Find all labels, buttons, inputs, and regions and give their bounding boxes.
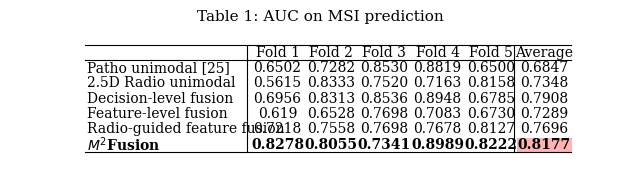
Text: 0.7163: 0.7163 [413,76,462,90]
Text: 0.8222: 0.8222 [465,138,518,152]
Text: 0.7520: 0.7520 [360,76,408,90]
Text: 0.8055: 0.8055 [305,138,358,152]
Text: 0.8536: 0.8536 [360,92,408,106]
Text: 0.7558: 0.7558 [307,122,355,136]
Text: Decision-level fusion: Decision-level fusion [88,92,234,106]
Text: 0.8313: 0.8313 [307,92,355,106]
Text: Average: Average [515,46,573,60]
Text: Fold 4: Fold 4 [415,46,460,60]
Text: 0.7698: 0.7698 [360,122,408,136]
FancyBboxPatch shape [516,138,572,152]
Text: 0.7341: 0.7341 [358,138,411,152]
Text: 0.8333: 0.8333 [307,76,355,90]
Text: Feature-level fusion: Feature-level fusion [88,107,228,121]
Text: 0.8127: 0.8127 [467,122,515,136]
Text: 0.6528: 0.6528 [307,107,355,121]
Text: 0.6847: 0.6847 [520,61,568,75]
Text: Fold 3: Fold 3 [362,46,406,60]
Text: Table 1: AUC on MSI prediction: Table 1: AUC on MSI prediction [196,10,444,24]
Text: 0.8158: 0.8158 [467,76,515,90]
Text: 0.7289: 0.7289 [520,107,568,121]
Text: 0.6785: 0.6785 [467,92,515,106]
Text: Fold 5: Fold 5 [469,46,513,60]
Text: Fold 2: Fold 2 [309,46,353,60]
Text: 0.6730: 0.6730 [467,107,515,121]
Text: Fold 1: Fold 1 [255,46,300,60]
Text: Radio-guided feature fusion: Radio-guided feature fusion [88,122,285,136]
Text: 0.7083: 0.7083 [413,107,461,121]
Text: 0.8177: 0.8177 [518,138,571,152]
Text: 0.6500: 0.6500 [467,61,515,75]
Text: 0.619: 0.619 [258,107,298,121]
Text: 0.8989: 0.8989 [411,138,464,152]
Text: 0.6956: 0.6956 [253,92,301,106]
Text: 2.5D Radio unimodal: 2.5D Radio unimodal [88,76,236,90]
Text: 0.7678: 0.7678 [413,122,462,136]
Text: 0.6502: 0.6502 [253,61,301,75]
Text: 0.7696: 0.7696 [520,122,568,136]
Text: 0.7218: 0.7218 [253,122,301,136]
Text: 0.7908: 0.7908 [520,92,568,106]
Text: 0.8819: 0.8819 [413,61,461,75]
Text: 0.7698: 0.7698 [360,107,408,121]
Text: 0.7348: 0.7348 [520,76,568,90]
Text: 0.5615: 0.5615 [253,76,301,90]
Text: $M^{2}$Fusion: $M^{2}$Fusion [88,135,161,154]
Text: 0.8948: 0.8948 [413,92,461,106]
Text: Patho unimodal [25]: Patho unimodal [25] [88,61,230,75]
Text: 0.7282: 0.7282 [307,61,355,75]
Text: 0.8530: 0.8530 [360,61,408,75]
Text: 0.8278: 0.8278 [251,138,304,152]
